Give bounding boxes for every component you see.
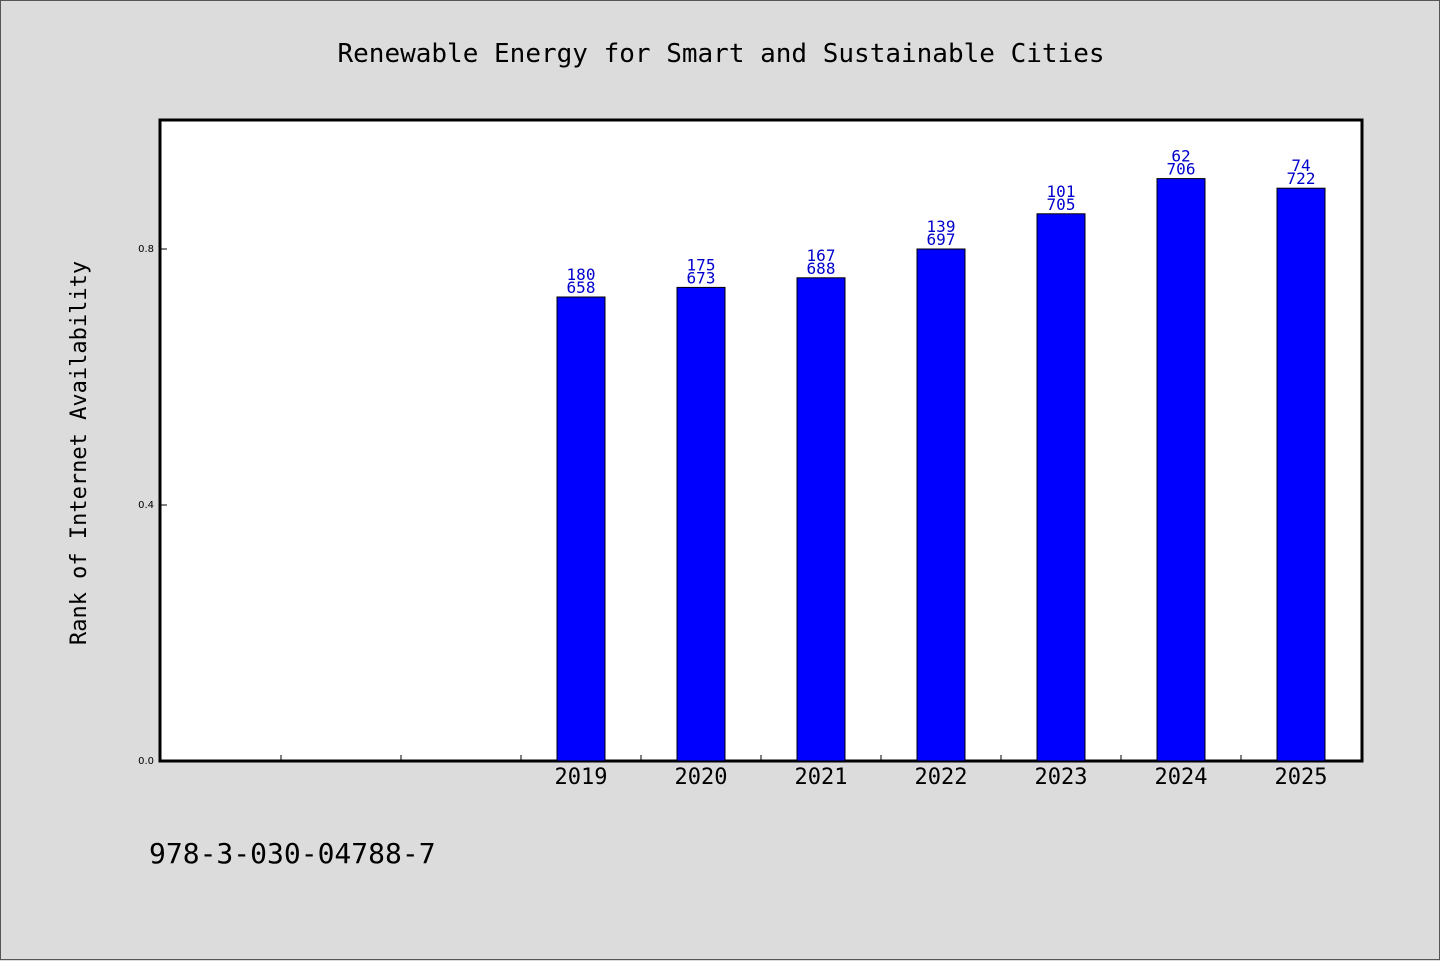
x-tick-label: 2022 xyxy=(915,765,968,790)
data-label-bottom: 722 xyxy=(1287,169,1316,188)
x-axis: 2019 2020 2021 2022 2023 2024 2025 xyxy=(280,755,1328,790)
bar xyxy=(1036,213,1086,762)
bar xyxy=(916,248,966,762)
y-tick-label: 0.0 xyxy=(138,756,154,767)
data-label-top: 175 xyxy=(687,255,716,274)
x-tick-label: 2025 xyxy=(1275,765,1328,790)
data-label-top: 101 xyxy=(1047,182,1076,201)
y-tick-label: 0.4 xyxy=(138,500,154,511)
data-label-top: 167 xyxy=(807,246,836,265)
y-tick-label: 0.8 xyxy=(138,244,154,255)
bar xyxy=(796,277,846,762)
bar xyxy=(1156,178,1206,762)
isbn-footer: 978-3-030-04788-7 xyxy=(149,837,436,870)
chart-title: Renewable Energy for Smart and Sustainab… xyxy=(337,39,1104,69)
bars xyxy=(556,178,1326,762)
y-axis-label: Rank of Internet Availability xyxy=(67,261,92,645)
x-tick-label: 2019 xyxy=(555,765,608,790)
x-tick-label: 2020 xyxy=(675,765,728,790)
x-tick-label: 2021 xyxy=(795,765,848,790)
data-label-bottom: 705 xyxy=(1047,195,1076,214)
data-label-top: 74 xyxy=(1291,156,1310,175)
x-tick-label: 2023 xyxy=(1035,765,1088,790)
y-axis: 0.0 0.4 0.8 xyxy=(138,244,167,767)
data-label-bottom: 697 xyxy=(927,230,956,249)
data-label-top: 139 xyxy=(927,217,956,236)
data-label-bottom: 706 xyxy=(1167,160,1196,179)
data-label-bottom: 658 xyxy=(567,278,596,297)
bar xyxy=(556,296,606,762)
data-label-bottom: 688 xyxy=(807,259,836,278)
data-label-bottom: 673 xyxy=(687,268,716,287)
x-tick-label: 2024 xyxy=(1155,765,1208,790)
data-label-top: 180 xyxy=(567,265,596,284)
bar xyxy=(1276,187,1326,762)
bar xyxy=(676,286,726,762)
data-label-top: 62 xyxy=(1171,147,1190,166)
